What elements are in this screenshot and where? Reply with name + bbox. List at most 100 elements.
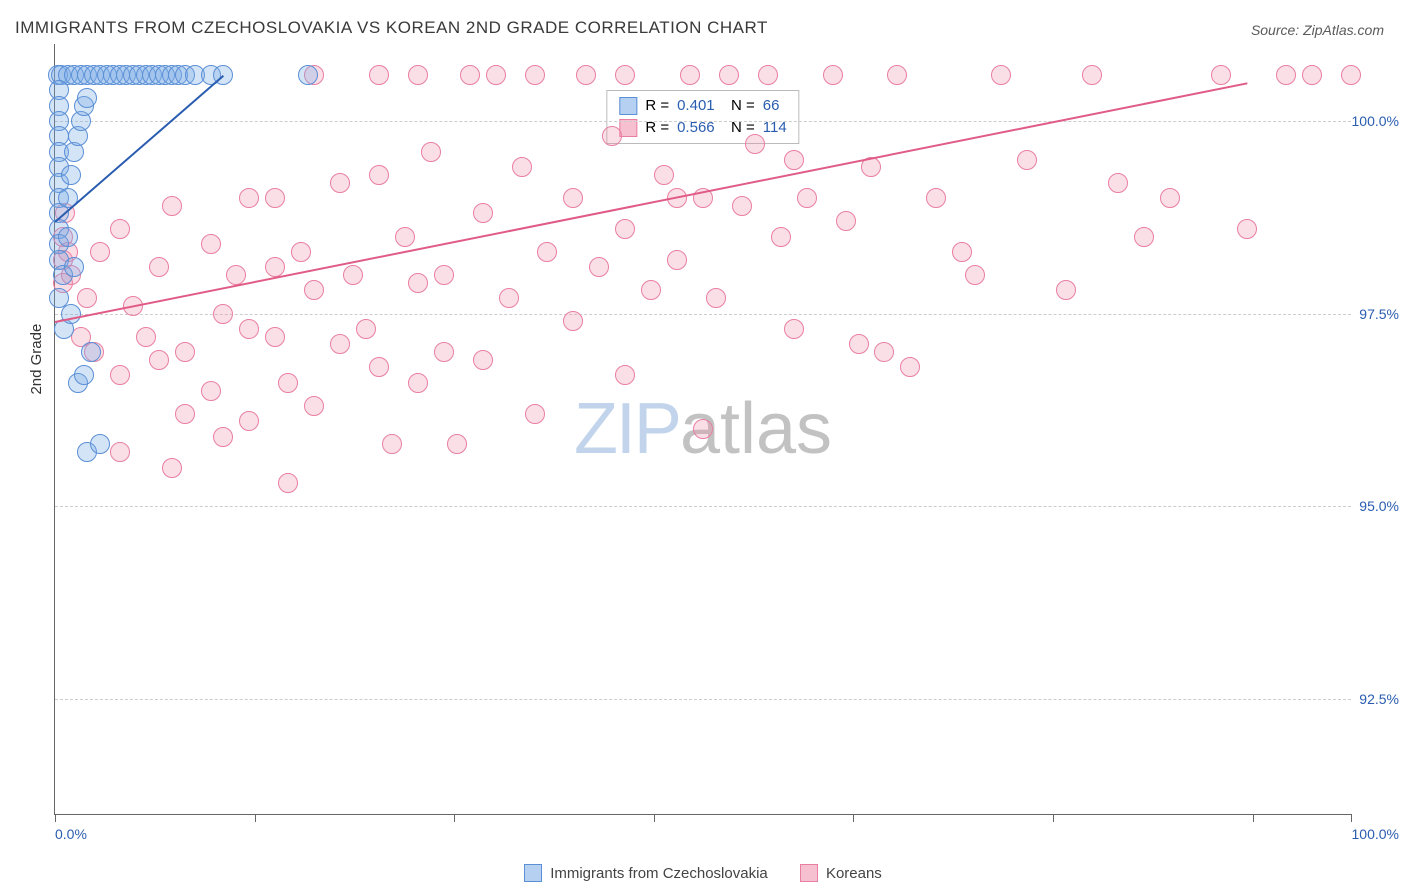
data-point	[823, 65, 843, 85]
data-point	[239, 188, 259, 208]
data-point	[1237, 219, 1257, 239]
data-point	[74, 365, 94, 385]
data-point	[706, 288, 726, 308]
data-point	[175, 404, 195, 424]
data-point	[887, 65, 907, 85]
legend-stats: R = 0.401 N = 66 R = 0.566 N = 114	[606, 90, 799, 144]
data-point	[369, 165, 389, 185]
x-tick	[454, 814, 455, 822]
data-point	[1302, 65, 1322, 85]
data-point	[680, 65, 700, 85]
data-point	[1341, 65, 1361, 85]
data-point	[447, 434, 467, 454]
data-point	[239, 411, 259, 431]
data-point	[136, 327, 156, 347]
data-point	[408, 65, 428, 85]
data-point	[784, 150, 804, 170]
x-tick	[853, 814, 854, 822]
data-point	[213, 304, 233, 324]
data-point	[926, 188, 946, 208]
chart-title: IMMIGRANTS FROM CZECHOSLOVAKIA VS KOREAN…	[15, 18, 768, 38]
data-point	[304, 396, 324, 416]
data-point	[745, 134, 765, 154]
legend-stats-row-blue: R = 0.401 N = 66	[619, 95, 786, 117]
data-point	[952, 242, 972, 262]
data-point	[1276, 65, 1296, 85]
x-tick	[55, 814, 56, 822]
data-point	[589, 257, 609, 277]
data-point	[77, 288, 97, 308]
data-point	[1160, 188, 1180, 208]
data-point	[434, 342, 454, 362]
data-point	[758, 65, 778, 85]
legend-swatch-blue	[619, 97, 637, 115]
data-point	[434, 265, 454, 285]
data-point	[460, 65, 480, 85]
data-point	[563, 311, 583, 331]
data-point	[395, 227, 415, 247]
data-point	[615, 219, 635, 239]
data-point	[1108, 173, 1128, 193]
data-point	[369, 65, 389, 85]
data-point	[473, 350, 493, 370]
data-point	[965, 265, 985, 285]
gridline	[55, 314, 1351, 315]
x-tick	[654, 814, 655, 822]
data-point	[836, 211, 856, 231]
data-point	[330, 334, 350, 354]
data-point	[278, 373, 298, 393]
data-point	[408, 373, 428, 393]
plot-area: ZIPatlas R = 0.401 N = 66 R = 0.566 N = …	[54, 44, 1351, 815]
data-point	[330, 173, 350, 193]
data-point	[81, 342, 101, 362]
data-point	[110, 442, 130, 462]
y-tick-label: 100.0%	[1352, 113, 1399, 129]
data-point	[797, 188, 817, 208]
data-point	[421, 142, 441, 162]
data-point	[201, 381, 221, 401]
data-point	[641, 280, 661, 300]
legend-item-blue: Immigrants from Czechoslovakia	[524, 864, 768, 882]
data-point	[615, 65, 635, 85]
data-point	[1082, 65, 1102, 85]
data-point	[304, 280, 324, 300]
data-point	[58, 227, 78, 247]
legend-swatch-pink-icon	[800, 864, 818, 882]
data-point	[77, 88, 97, 108]
data-point	[90, 242, 110, 262]
gridline	[55, 506, 1351, 507]
legend-series: Immigrants from Czechoslovakia Koreans	[0, 864, 1406, 886]
data-point	[90, 434, 110, 454]
data-point	[162, 458, 182, 478]
data-point	[369, 357, 389, 377]
data-point	[278, 473, 298, 493]
data-point	[563, 188, 583, 208]
data-point	[732, 196, 752, 216]
y-tick-label: 92.5%	[1359, 691, 1399, 707]
data-point	[298, 65, 318, 85]
gridline	[55, 699, 1351, 700]
data-point	[615, 365, 635, 385]
y-tick-label: 97.5%	[1359, 306, 1399, 322]
data-point	[874, 342, 894, 362]
x-tick	[1253, 814, 1254, 822]
data-point	[576, 65, 596, 85]
data-point	[64, 257, 84, 277]
legend-swatch-blue-icon	[524, 864, 542, 882]
data-point	[162, 196, 182, 216]
data-point	[667, 250, 687, 270]
data-point	[537, 242, 557, 262]
data-point	[784, 319, 804, 339]
x-tick	[1351, 814, 1352, 822]
data-point	[343, 265, 363, 285]
data-point	[149, 257, 169, 277]
data-point	[408, 273, 428, 293]
data-point	[654, 165, 674, 185]
source-label: Source: ZipAtlas.com	[1251, 22, 1384, 38]
y-axis-title: 2nd Grade	[28, 324, 45, 395]
data-point	[602, 126, 622, 146]
data-point	[771, 227, 791, 247]
data-point	[201, 234, 221, 254]
data-point	[473, 203, 493, 223]
x-tick	[1053, 814, 1054, 822]
